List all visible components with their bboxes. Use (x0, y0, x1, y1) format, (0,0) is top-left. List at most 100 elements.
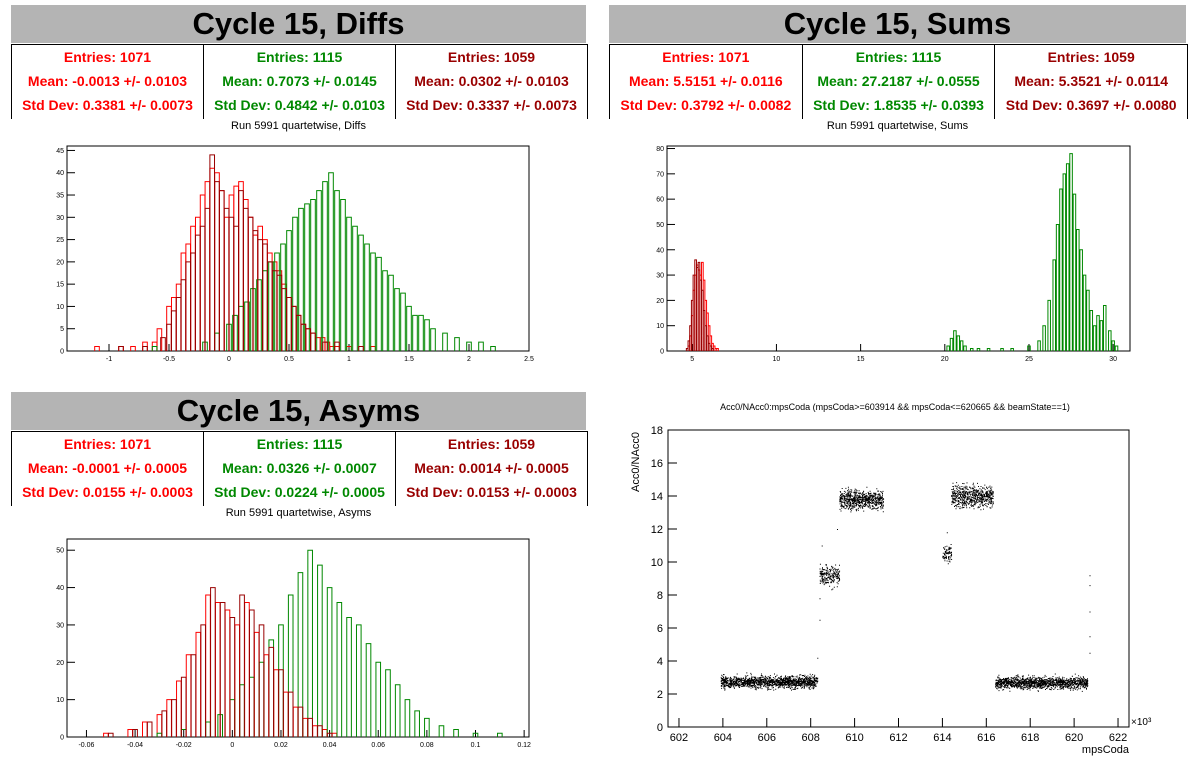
y-tick-label: 16 (651, 458, 663, 470)
y-tick-label: 10 (656, 323, 664, 330)
sums-entries-1: Entries: 1071 (662, 49, 750, 65)
diffs-stat-col-3: Entries: 1059 Mean: 0.0302 +/- 0.0103 St… (396, 45, 587, 119)
x-tick-label: 5 (690, 356, 694, 363)
sums-stat-col-2: Entries: 1115 Mean: 27.2187 +/- 0.0555 S… (803, 45, 996, 119)
x-tick-label: -0.04 (127, 742, 143, 749)
sums-std-1: Std Dev: 0.3792 +/- 0.0082 (620, 97, 792, 113)
x-tick-label: 0.08 (420, 742, 434, 749)
y-tick-label: 10 (56, 304, 64, 311)
y-tick-label: 45 (56, 148, 64, 155)
y-axis-label: Acc0/NAcc0 (630, 432, 642, 492)
y-tick-label: 35 (56, 193, 64, 200)
x-tick-label: -0.06 (78, 742, 94, 749)
diffs-mean-3: Mean: 0.0302 +/- 0.0103 (414, 73, 569, 89)
y-tick-label: 20 (56, 660, 64, 667)
histogram-series-1 (687, 261, 719, 351)
diffs-mean-2: Mean: 0.7073 +/- 0.0145 (222, 73, 377, 89)
y-tick-label: 60 (656, 197, 664, 204)
diffs-entries-3: Entries: 1059 (447, 49, 536, 65)
y-tick-label: 15 (56, 282, 64, 289)
y-tick-label: 6 (657, 623, 663, 635)
y-tick-label: 70 (656, 171, 664, 178)
x-tick-label: 612 (889, 732, 907, 744)
sums-histogram: 5 10 15 20 25 30 0 10 20 30 40 50 60 70 80 (656, 145, 1131, 363)
x-tick-label: -1 (106, 356, 112, 363)
x-tick-label: 2 (467, 356, 471, 363)
y-tick-label: 14 (651, 491, 663, 503)
x-tick-label: 0 (230, 742, 234, 749)
histogram-series-1 (103, 594, 338, 737)
x-tick-label: 0.12 (517, 742, 531, 749)
x-tick-label: 1 (347, 356, 351, 363)
y-tick-label: 4 (657, 656, 663, 668)
y-tick-label: 2 (657, 689, 663, 701)
sums-mean-1: Mean: 5.5151 +/- 0.0116 (628, 73, 783, 89)
sums-mean-2: Mean: 27.2187 +/- 0.0555 (817, 73, 980, 89)
x-tick-label: 30 (1109, 356, 1117, 363)
y-tick-label: 12 (651, 524, 663, 536)
x-tick-label: 610 (845, 732, 863, 744)
diffs-entries-1: Entries: 1071 (63, 49, 152, 65)
histogram-series-2 (156, 549, 503, 737)
sums-mean-3: Mean: 5.3521 +/- 0.0114 (1014, 73, 1169, 89)
diffs-entries-2: Entries: 1115 (256, 49, 343, 65)
x-tick-label: 620 (1065, 732, 1083, 744)
sums-stat-col-1: Entries: 1071 Mean: 5.5151 +/- 0.0116 St… (610, 45, 803, 119)
x-tick-label: 15 (857, 356, 865, 363)
diffs-std-3: Std Dev: 0.3337 +/- 0.0073 (406, 97, 577, 113)
y-tick-label: 40 (56, 170, 64, 177)
y-tick-label: 0 (660, 349, 664, 356)
histogram-series-2 (685, 259, 714, 351)
histogram-series-3 (118, 154, 364, 351)
y-tick-label: 0 (60, 349, 64, 356)
diffs-mean-1: Mean: -0.0013 +/- 0.0103 (27, 73, 188, 89)
y-tick-label: 40 (56, 585, 64, 592)
sums-subtitle: Run 5991 quartetwise, Sums (826, 120, 969, 132)
x-tick-label: 2.5 (524, 356, 534, 363)
sums-stats-box: Entries: 1071 Mean: 5.5151 +/- 0.0116 St… (609, 44, 1188, 119)
diffs-stat-col-2: Entries: 1115 Mean: 0.7073 +/- 0.0145 St… (204, 45, 396, 119)
x-tick-label: 25 (1025, 356, 1033, 363)
sums-title: Cycle 15, Sums (609, 5, 1186, 43)
asyms-title: Cycle 15, Asyms (11, 392, 586, 430)
y-tick-label: 50 (56, 548, 64, 555)
sums-entries-3: Entries: 1059 (1047, 49, 1135, 65)
asyms-histogram: -0.06 -0.04 -0.02 0 0.02 0.04 0.06 0.08 0.1 0.12 0… (56, 538, 531, 749)
scatter-marks (720, 482, 1091, 692)
asyms-subtitle: Run 5991 quartetwise, Asyms (225, 507, 372, 519)
y-tick-label: 8 (657, 590, 663, 602)
plot-frame (66, 145, 530, 352)
histogram-series-2 (151, 172, 496, 351)
y-tick-label: 30 (56, 215, 64, 222)
x-tick-label: 10 (773, 356, 781, 363)
y-tick-label: 10 (651, 557, 663, 569)
sums-entries-2: Entries: 1115 (855, 49, 942, 65)
asyms-stat-col-3: Entries: 1059 Mean: 0.0014 +/- 0.0005 St… (396, 432, 587, 506)
acc0-scatter-plot: 602 604 606 608 610 612 614 616 618 620 622 0 2 4 6 8 10… (630, 425, 1152, 756)
x-tick-label: 0.5 (284, 356, 294, 363)
x-tick-label: 606 (758, 732, 776, 744)
x-tick-label: 0.06 (371, 742, 385, 749)
histogram-series-3 (946, 153, 1119, 351)
asyms-stats-box: Entries: 1071 Mean: -0.0001 +/- 0.0005 S… (11, 431, 588, 506)
x-tick-label: 622 (1109, 732, 1127, 744)
x-axis-label: mpsCoda (1082, 744, 1130, 756)
x-tick-label: -0.02 (176, 742, 192, 749)
asyms-mean-3: Mean: 0.0014 +/- 0.0005 (414, 460, 569, 476)
sums-std-2: Std Dev: 1.8535 +/- 0.0393 (813, 97, 984, 113)
sums-std-3: Std Dev: 0.3697 +/- 0.0080 (1005, 97, 1177, 113)
x-tick-label: 0.1 (471, 742, 481, 749)
y-tick-label: 25 (56, 237, 64, 244)
x-tick-label: 1.5 (404, 356, 414, 363)
asyms-mean-2: Mean: 0.0326 +/- 0.0007 (222, 460, 377, 476)
scatter-subtitle: Acc0/NAcc0:mpsCoda (mpsCoda>=603914 && m… (720, 402, 1070, 412)
asyms-mean-1: Mean: -0.0001 +/- 0.0005 (27, 460, 188, 476)
asyms-std-2: Std Dev: 0.0224 +/- 0.0005 (214, 484, 385, 500)
x-tick-label: 608 (802, 732, 820, 744)
x-tick-label: -0.5 (163, 356, 175, 363)
diffs-std-2: Std Dev: 0.4842 +/- 0.0103 (214, 97, 385, 113)
asyms-stat-col-1: Entries: 1071 Mean: -0.0001 +/- 0.0005 S… (12, 432, 204, 506)
scatter-points (720, 482, 1091, 692)
asyms-entries-3: Entries: 1059 (447, 436, 536, 452)
asyms-entries-2: Entries: 1115 (256, 436, 343, 452)
